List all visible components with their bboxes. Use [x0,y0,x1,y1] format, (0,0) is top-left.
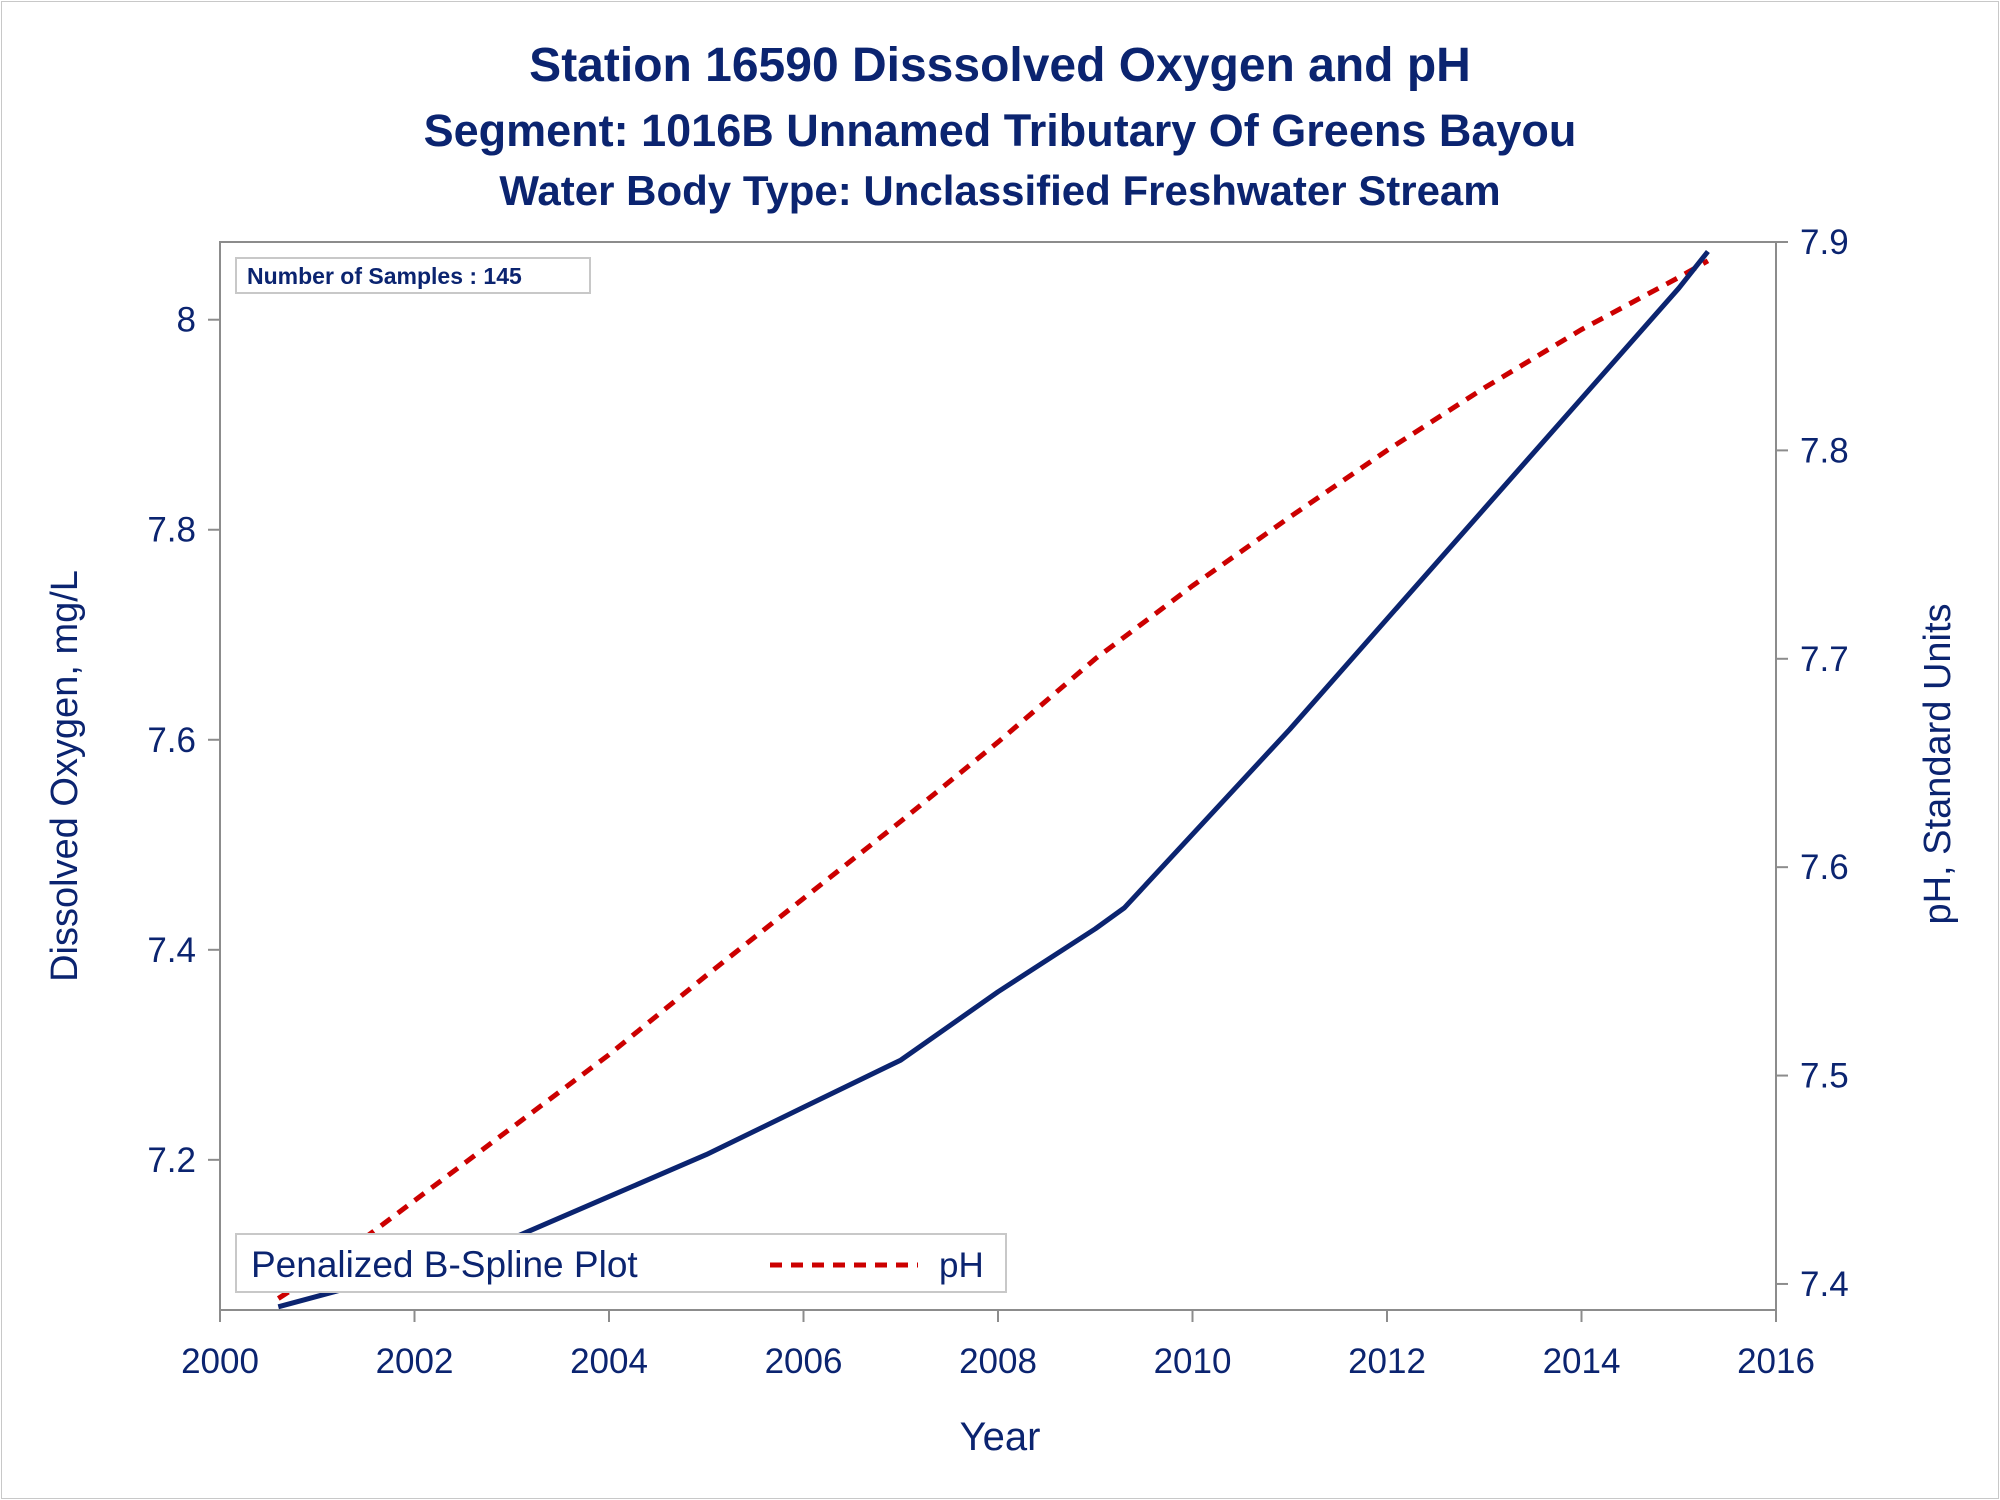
legend-label-spline: Penalized B-Spline Plot [251,1244,638,1285]
legend-label-ph: pH [939,1246,984,1285]
y2-tick-label-7.4: 7.4 [1800,1265,1849,1304]
x-tick-label-2004: 2004 [570,1342,648,1381]
y-tick-label-7.6: 7.6 [147,721,196,760]
x-tick-label-2006: 2006 [765,1342,843,1381]
ph-series-line [276,258,1710,1301]
y-tick-label-7.8: 7.8 [147,511,196,550]
x-tick-label-2016: 2016 [1737,1342,1815,1381]
plot-area [219,241,1777,1311]
x-tick-label-2008: 2008 [959,1342,1037,1381]
sample-count-box [235,257,591,294]
y-axis-right-label: pH, Standard Units [1917,603,1959,924]
x-tick-label-2012: 2012 [1348,1342,1426,1381]
y-tick-label-7.4: 7.4 [147,931,196,970]
y-axis-right: 7.4 7.5 7.6 7.7 7.8 7.9 [1776,223,1849,1304]
x-tick-label-2010: 2010 [1154,1342,1232,1381]
y-tick-label-8: 8 [177,301,196,340]
chart-title: Station 16590 Disssolved Oxygen and pH [529,39,1471,92]
x-axis-label: Year [960,1415,1041,1459]
y2-tick-label-7.9: 7.9 [1800,223,1849,262]
sample-count-label: Number of Samples : 145 [247,263,522,289]
y2-tick-label-7.5: 7.5 [1800,1057,1849,1096]
chart-subtitle-segment: Segment: 1016B Unnamed Tributary Of Gree… [423,105,1577,156]
x-tick-label-2002: 2002 [376,1342,454,1381]
y-axis-left-label: Dissolved Oxygen, mg/L [44,570,86,982]
x-axis: 2000 2002 2004 2006 2008 2010 2012 2014 2016 [181,1310,1815,1381]
y-tick-label-7.2: 7.2 [147,1141,196,1180]
y2-tick-label-7.6: 7.6 [1800,848,1849,887]
x-tick-label-2000: 2000 [181,1342,259,1381]
y2-tick-label-7.7: 7.7 [1800,640,1849,679]
x-tick-label-2014: 2014 [1543,1342,1621,1381]
chart-subtitle-water-body: Water Body Type: Unclassified Freshwater… [499,167,1501,214]
y2-tick-label-7.8: 7.8 [1800,431,1849,470]
legend: Penalized B-Spline Plot pH [235,1233,1007,1293]
y-axis-left: 7.2 7.4 7.6 7.8 8 [147,301,220,1180]
